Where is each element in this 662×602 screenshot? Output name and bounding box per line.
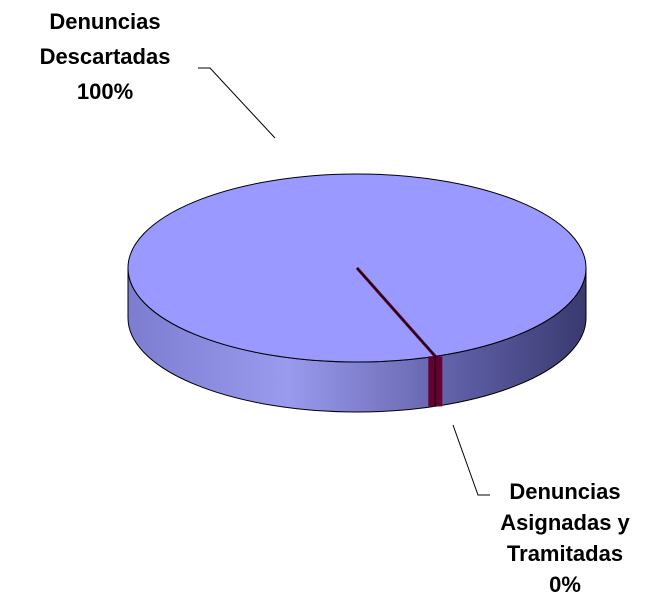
category-label: Denuncias Descartadas [39, 9, 171, 69]
slice-label: Denuncias Descartadas 100% [5, 4, 205, 109]
value-label: 100% [76, 79, 134, 104]
value-label: 0% [549, 572, 581, 597]
slice-label: Denuncias Asignadas y Tramitadas 0% [475, 476, 655, 600]
leader-line [452, 424, 490, 496]
slice-edge [356, 267, 436, 357]
category-label: Denuncias Asignadas y Tramitadas [500, 479, 630, 566]
leader-line [198, 67, 276, 139]
